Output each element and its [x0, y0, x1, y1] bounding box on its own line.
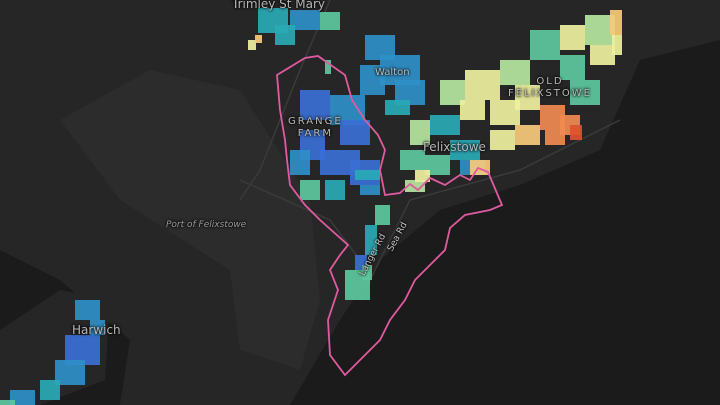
building-block[interactable] [375, 205, 390, 225]
building-block[interactable] [340, 120, 370, 145]
label-grange: GRANGE [288, 116, 343, 127]
building-block[interactable] [325, 180, 345, 200]
ward-boundary [276, 55, 504, 377]
building-block[interactable] [360, 65, 385, 95]
building-block[interactable] [560, 55, 585, 80]
building-block[interactable] [415, 170, 430, 182]
building-block[interactable] [400, 150, 425, 170]
building-block[interactable] [560, 25, 585, 50]
label-grange-farm: GRANGE FARM [288, 116, 343, 140]
building-block[interactable] [515, 125, 540, 145]
label-port-of-felixstowe: Port of Felixstowe [166, 220, 247, 230]
building-block[interactable] [362, 265, 372, 280]
building-block[interactable] [530, 30, 560, 60]
building-block[interactable] [490, 100, 520, 125]
building-block[interactable] [248, 40, 256, 50]
building-block[interactable] [460, 100, 485, 120]
building-block[interactable] [320, 12, 340, 30]
building-block[interactable] [450, 140, 480, 160]
building-block[interactable] [290, 150, 310, 175]
label-felixstowe-caps: FELIXSTOWE [508, 88, 592, 99]
building-block[interactable] [355, 170, 380, 180]
building-block[interactable] [255, 35, 262, 43]
building-block[interactable] [610, 10, 622, 35]
building-block[interactable] [40, 380, 60, 400]
building-block[interactable] [325, 60, 331, 74]
road-main [239, 179, 361, 261]
building-block[interactable] [470, 160, 490, 175]
label-walton: Walton [375, 67, 410, 78]
building-block[interactable] [300, 180, 320, 200]
building-block[interactable] [90, 320, 105, 335]
road-layer [239, 0, 621, 301]
building-block[interactable] [570, 80, 600, 105]
building-block[interactable] [490, 130, 515, 150]
building-block[interactable] [590, 45, 615, 65]
building-block[interactable] [360, 185, 380, 195]
building-block[interactable] [430, 115, 460, 135]
building-block[interactable] [410, 120, 430, 145]
building-block[interactable] [0, 400, 15, 405]
building-blocks [0, 8, 622, 405]
building-block[interactable] [75, 300, 100, 320]
building-block[interactable] [275, 25, 295, 45]
building-block[interactable] [365, 225, 377, 255]
building-block[interactable] [425, 155, 450, 175]
building-block[interactable] [465, 70, 500, 100]
building-block[interactable] [570, 125, 582, 140]
building-block[interactable] [300, 90, 330, 120]
building-block[interactable] [10, 390, 35, 405]
building-block[interactable] [612, 35, 622, 55]
road-sea [359, 119, 621, 301]
label-felixstowe: Felixstowe [423, 140, 486, 154]
label-trimley-st-mary: Trimley St Mary [232, 0, 326, 11]
label-farm: FARM [297, 128, 333, 139]
label-harwich: Harwich [72, 323, 121, 337]
building-block[interactable] [385, 100, 410, 115]
label-old: OLD [536, 76, 564, 87]
building-block[interactable] [500, 60, 530, 85]
port-area [60, 70, 320, 370]
building-block[interactable] [290, 10, 320, 30]
label-old-felixstowe: OLD FELIXSTOWE [508, 76, 592, 100]
